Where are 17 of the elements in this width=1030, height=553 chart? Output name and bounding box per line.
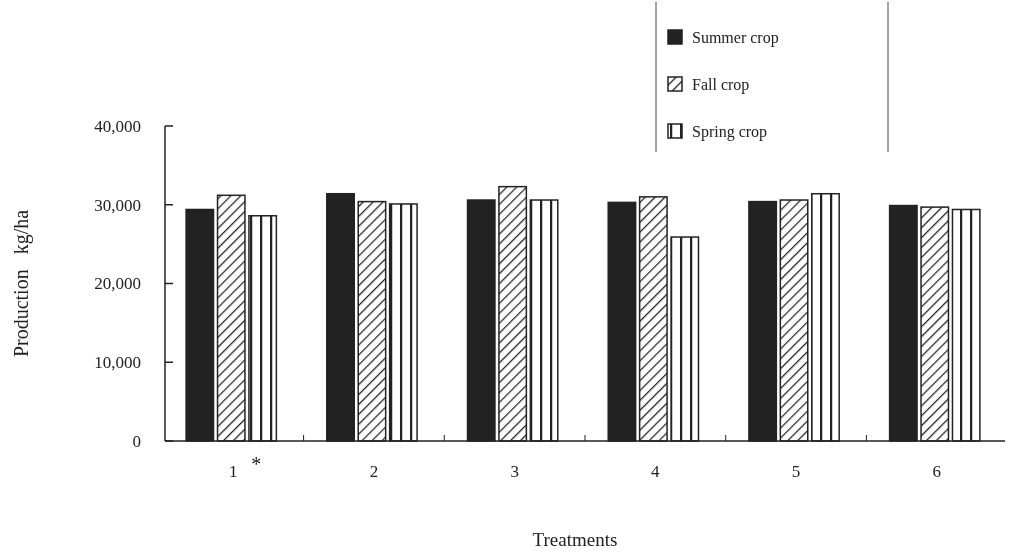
y-tick-label: 20,000 <box>94 274 141 294</box>
x-tick-label: 2 <box>369 462 379 481</box>
y-tick-label: 40,000 <box>94 116 141 136</box>
x-tick-label: 4 <box>651 462 661 481</box>
x-axis-title: Treatments <box>532 529 618 550</box>
legend-label: Spring crop <box>692 122 768 141</box>
legend-label: Fall crop <box>692 75 750 94</box>
y-axis-title: Production kg/ha <box>10 209 33 358</box>
y-tick-label: 30,000 <box>94 195 141 215</box>
y-tick-label: 0 <box>132 431 141 451</box>
x-tick-label: 1 <box>228 462 238 481</box>
legend-label: Summer crop <box>692 28 779 47</box>
x-tick-label: 3 <box>510 462 519 481</box>
x-tick-label: 6 <box>932 462 942 481</box>
x-tick-label: 5 <box>791 462 801 481</box>
text: * <box>251 453 262 475</box>
y-tick-label: 10,000 <box>94 353 141 373</box>
